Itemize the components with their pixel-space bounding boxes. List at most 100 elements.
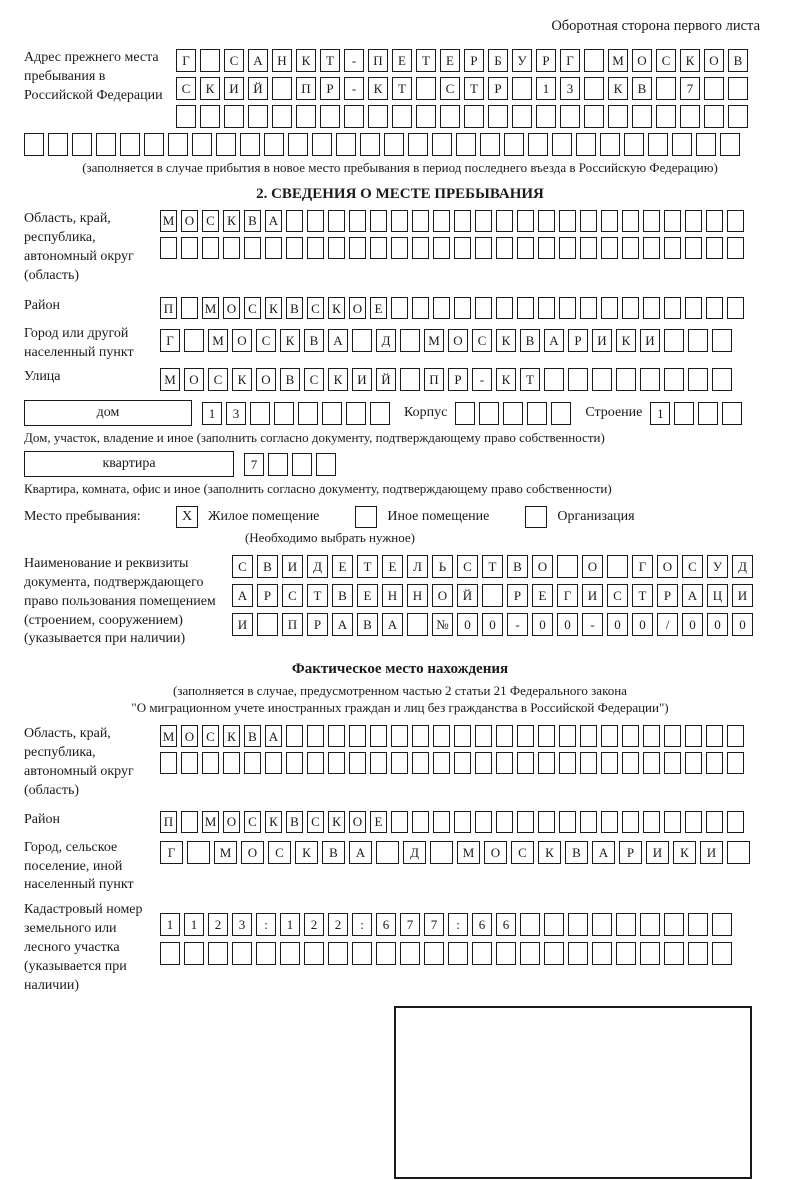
char-cell bbox=[352, 329, 372, 353]
char-cell bbox=[424, 942, 444, 966]
char-cell: И bbox=[232, 612, 253, 636]
char-cell bbox=[480, 133, 500, 156]
char-cell bbox=[349, 209, 366, 232]
char-cell bbox=[433, 297, 450, 320]
char-cell: А bbox=[349, 840, 372, 864]
char-cell: Ц bbox=[707, 583, 728, 607]
char-cell: Н bbox=[382, 583, 403, 607]
char-cell bbox=[616, 913, 636, 937]
char-cell bbox=[580, 810, 597, 833]
char-cell: 3 bbox=[560, 77, 580, 100]
char-cell bbox=[265, 752, 282, 775]
char-cell bbox=[496, 725, 513, 748]
char-cell: 0 bbox=[607, 612, 628, 636]
char-cell: В bbox=[322, 840, 345, 864]
char-cell: И bbox=[732, 583, 753, 607]
char-cell: Р bbox=[619, 840, 642, 864]
fact-raion-label: Район bbox=[24, 811, 60, 827]
prev-address-label: Адрес прежнего места пребывания в Россий… bbox=[24, 50, 163, 103]
char-cell bbox=[622, 752, 639, 775]
char-cell bbox=[722, 401, 743, 425]
char-cell: А bbox=[332, 612, 353, 636]
char-cell bbox=[433, 725, 450, 748]
char-cell: 2 bbox=[208, 913, 228, 937]
char-cell bbox=[187, 840, 210, 864]
char-cell: 1 bbox=[184, 913, 204, 937]
char-cell: Д bbox=[403, 840, 426, 864]
char-cell bbox=[433, 752, 450, 775]
char-cell bbox=[216, 133, 236, 156]
char-cell: Е bbox=[532, 583, 553, 607]
char-cell bbox=[412, 297, 429, 320]
char-cell: : bbox=[352, 913, 372, 937]
char-cell: 6 bbox=[496, 913, 516, 937]
char-cell: Й bbox=[457, 583, 478, 607]
char-cell bbox=[674, 401, 695, 425]
char-cell bbox=[664, 368, 684, 392]
char-cell: К bbox=[280, 329, 300, 353]
char-cell bbox=[517, 209, 534, 232]
char-cell: О bbox=[448, 329, 468, 353]
kadastr-row-2 bbox=[160, 942, 732, 966]
raion-label: Район bbox=[24, 298, 60, 314]
char-cell bbox=[391, 209, 408, 232]
char-cell bbox=[160, 236, 177, 259]
char-cell: В bbox=[632, 77, 652, 100]
char-cell: В bbox=[507, 554, 528, 578]
char-cell: Г bbox=[176, 49, 196, 72]
char-cell bbox=[664, 752, 681, 775]
char-cell: В bbox=[728, 49, 748, 72]
char-cell: 1 bbox=[160, 913, 180, 937]
char-cell: С bbox=[511, 840, 534, 864]
char-cell: К bbox=[538, 840, 561, 864]
char-cell bbox=[181, 752, 198, 775]
ulitsa-label: Улица bbox=[24, 369, 61, 385]
char-cell: Т bbox=[320, 49, 340, 72]
char-cell: В bbox=[565, 840, 588, 864]
char-cell: К bbox=[295, 840, 318, 864]
char-cell: В bbox=[244, 725, 261, 748]
char-cell bbox=[391, 752, 408, 775]
char-cell bbox=[257, 612, 278, 636]
char-cell bbox=[559, 236, 576, 259]
char-cell bbox=[517, 297, 534, 320]
char-cell bbox=[622, 297, 639, 320]
char-cell bbox=[328, 725, 345, 748]
char-cell bbox=[528, 133, 548, 156]
char-cell bbox=[622, 810, 639, 833]
char-cell: 0 bbox=[557, 612, 578, 636]
char-cell bbox=[685, 752, 702, 775]
char-cell: С bbox=[304, 368, 324, 392]
char-cell bbox=[370, 752, 387, 775]
char-cell bbox=[265, 236, 282, 259]
kvartira-box: квартира bbox=[24, 451, 234, 478]
char-cell: К bbox=[496, 368, 516, 392]
char-cell: М bbox=[214, 840, 237, 864]
char-cell: К bbox=[296, 49, 316, 72]
char-cell bbox=[664, 329, 684, 353]
char-cell: А bbox=[382, 612, 403, 636]
char-cell bbox=[592, 942, 612, 966]
char-cell: Р bbox=[448, 368, 468, 392]
checkbox-organizatsiya bbox=[525, 506, 548, 529]
char-cell bbox=[600, 133, 620, 156]
mesto-label: Место пребывания: bbox=[24, 509, 141, 525]
char-cell: В bbox=[244, 209, 261, 232]
fact-gorod-label: Город, сельское поселение, иной населенн… bbox=[24, 839, 134, 893]
char-cell bbox=[517, 752, 534, 775]
char-cell: О bbox=[484, 840, 507, 864]
char-cell: - bbox=[507, 612, 528, 636]
char-cell bbox=[648, 133, 668, 156]
char-cell: О bbox=[232, 329, 252, 353]
char-cell: Й bbox=[376, 368, 396, 392]
char-cell: Р bbox=[657, 583, 678, 607]
char-cell bbox=[454, 752, 471, 775]
char-cell bbox=[643, 752, 660, 775]
char-cell bbox=[706, 236, 723, 259]
char-cell bbox=[482, 583, 503, 607]
char-cell: 0 bbox=[457, 612, 478, 636]
char-cell: 3 bbox=[232, 913, 252, 937]
